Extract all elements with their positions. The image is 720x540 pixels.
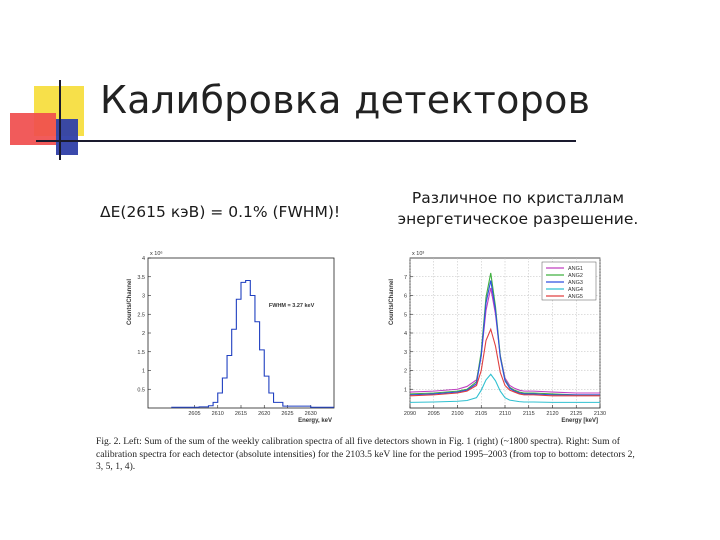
x-tick-label: 2105 xyxy=(475,411,487,417)
right-caption-line-2: энергетическое разрешение. xyxy=(397,210,639,228)
series-line-ang4 xyxy=(409,373,600,403)
x-tick-label: 2125 xyxy=(570,411,582,417)
y-axis-label: Counts/Channel xyxy=(127,279,133,325)
legend-label: ANG4 xyxy=(568,287,583,293)
x-tick-label: 2115 xyxy=(523,411,535,417)
y-tick-label: 6 xyxy=(404,294,407,300)
y-tick-label: 0.5 xyxy=(137,387,145,393)
y-tick-label: 3.5 xyxy=(137,275,145,281)
y-tick-label: 4 xyxy=(404,331,407,337)
chart-total-spectrum: 2605 2610 2615 2620 2625 2630 0.5 1 1.5 2 2.5 3 3.5 4… xyxy=(127,250,335,424)
legend-label: ANG2 xyxy=(568,273,583,279)
x-tick-label: 2605 xyxy=(188,411,200,417)
plot-frame xyxy=(147,257,335,409)
x-tick-label: 2610 xyxy=(212,411,224,417)
decor-horizontal-line xyxy=(36,140,576,142)
y-tick-label: 1.5 xyxy=(137,350,145,356)
x-tick-label: 2615 xyxy=(235,411,247,417)
slide-title: Калибровка детекторов xyxy=(100,78,591,122)
x-tick-label: 2130 xyxy=(594,411,606,417)
y-tick-label: 1 xyxy=(404,387,407,393)
y-tick-label: 7 xyxy=(404,275,407,281)
right-caption-line-1: Различное по кристаллам xyxy=(411,189,625,207)
x-axis-label: Energy, keV xyxy=(298,418,332,424)
y-axis-label: Counts/Channel xyxy=(389,279,395,325)
chart-detector-spectra: 2090 2095 2100 2105 2110 2115 2120 2125 2130 1 2 3 4… xyxy=(389,251,606,424)
figure-caption: Fig. 2. Left: Sum of the sum of the week… xyxy=(96,436,635,472)
y-tick-label: 2.5 xyxy=(137,312,145,318)
y-tick-label: 2 xyxy=(404,369,407,375)
y-tick-label: 4 xyxy=(142,256,145,262)
y-multiplier-label: x 10⁶ xyxy=(150,250,163,257)
x-tick-label: 2090 xyxy=(404,411,416,417)
x-tick-label: 2110 xyxy=(499,411,511,417)
y-tick-label: 2 xyxy=(142,331,145,337)
y-tick-label: 3 xyxy=(404,350,407,356)
x-tick-label: 2630 xyxy=(305,411,317,417)
y-tick-label: 5 xyxy=(404,312,407,318)
y-tick-label: 1 xyxy=(142,369,145,375)
decor-blue-square xyxy=(56,119,78,155)
spectrum-line xyxy=(171,279,334,408)
legend-label: ANG1 xyxy=(568,266,583,272)
x-axis-label: Energy [keV] xyxy=(561,418,598,424)
y-tick-label: 3 xyxy=(142,294,145,300)
decor-vertical-line xyxy=(59,80,61,160)
x-tick-label: 2100 xyxy=(451,411,463,417)
fwhm-annotation: FWHM = 3.27 keV xyxy=(269,303,315,309)
right-caption: Различное по кристаллам энергетическое р… xyxy=(378,188,658,230)
x-tick-label: 2095 xyxy=(428,411,440,417)
y-multiplier-label: x 10³ xyxy=(412,251,424,257)
decor-red-bar xyxy=(10,113,56,145)
series-line-ang3 xyxy=(409,280,600,396)
left-caption: ΔE(2615 кэВ) = 0.1% (FWHM)! xyxy=(100,203,341,221)
x-tick-label: 2120 xyxy=(546,411,558,417)
legend-label: ANG3 xyxy=(568,280,583,286)
series-line-ang5 xyxy=(409,327,600,397)
x-tick-label: 2620 xyxy=(258,411,270,417)
x-tick-label: 2625 xyxy=(281,411,293,417)
legend-label: ANG5 xyxy=(568,294,583,300)
